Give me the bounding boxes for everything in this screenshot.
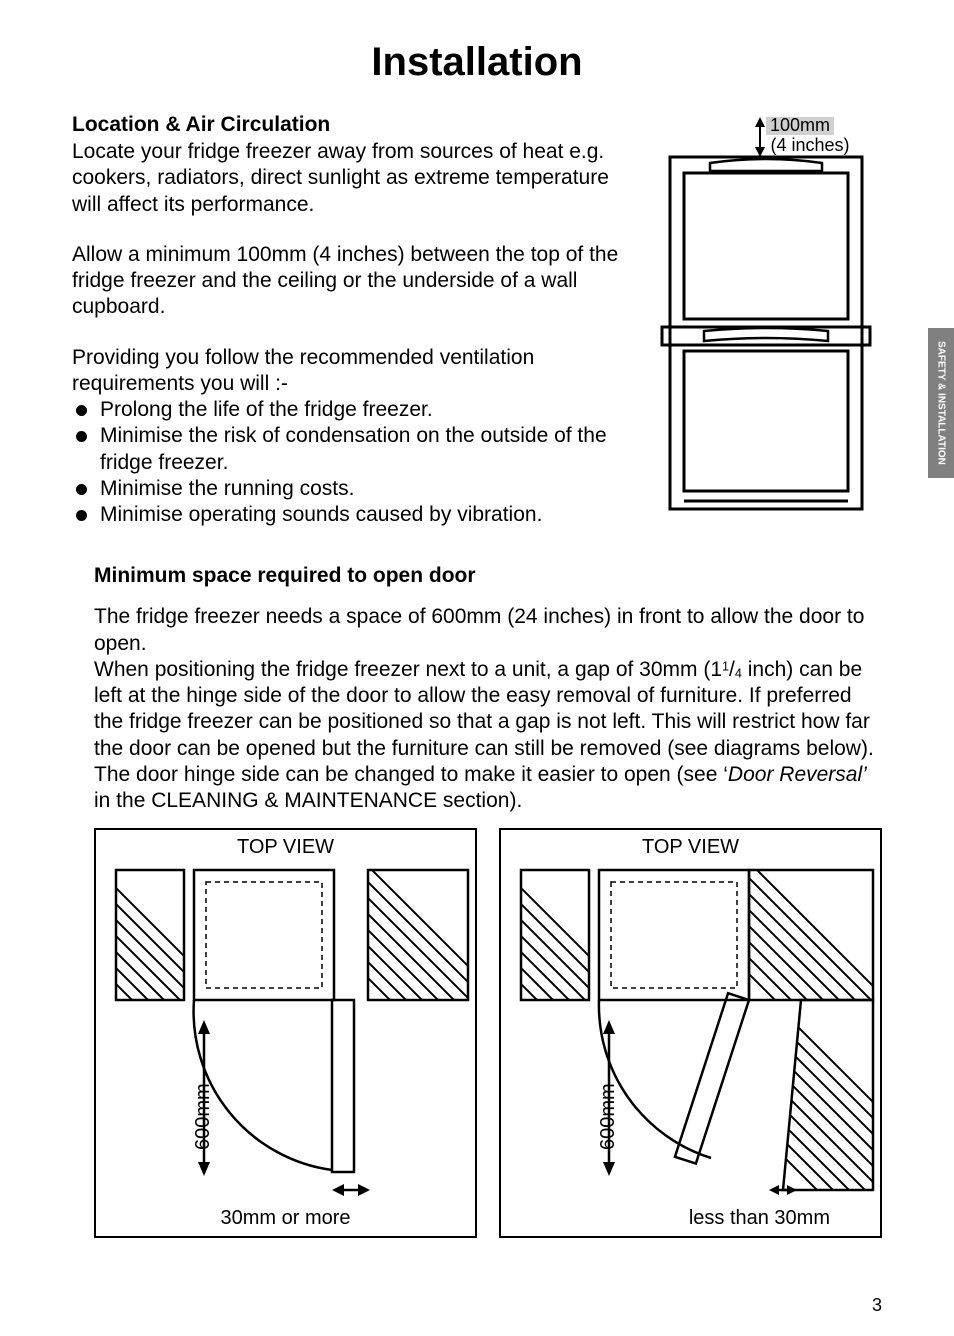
bullet-item: Prolong the life of the fridge freezer. <box>72 397 638 423</box>
gap-label-more: 30mm or more <box>96 1207 475 1230</box>
top-view-diagram-nogap: TOP VIEW <box>499 828 882 1238</box>
location-heading: Location & Air Circulation <box>72 113 638 137</box>
page-number: 3 <box>872 1295 882 1316</box>
door-section: Minimum space required to open door The … <box>72 564 882 1238</box>
depth-label: 600mm <box>597 1084 620 1151</box>
section-tab: SAFETY & INSTALLATION <box>928 328 954 478</box>
location-p2: Allow a minimum 100mm (4 inches) between… <box>72 242 638 321</box>
location-p3: Providing you follow the recommended ven… <box>72 345 638 398</box>
door-heading: Minimum space required to open door <box>94 564 882 588</box>
bullet-item: Minimise operating sounds caused by vibr… <box>72 502 638 528</box>
fridge-clearance-diagram: 100mm (4 inches) <box>650 113 882 518</box>
door-p1: The fridge freezer needs a space of 600m… <box>94 604 882 657</box>
top-view-diagram-gap: TOP VIEW <box>94 828 477 1238</box>
clearance-mm: 100mm <box>770 115 830 135</box>
location-p1: Locate your fridge freezer away from sou… <box>72 139 638 218</box>
depth-label: 600mm <box>192 1084 215 1151</box>
bullet-item: Minimise the risk of condensation on the… <box>72 423 638 476</box>
page-title: Installation <box>72 40 882 85</box>
door-p2: When positioning the fridge freezer next… <box>94 657 882 815</box>
location-section: Location & Air Circulation Locate your f… <box>72 113 882 536</box>
clearance-in: (4 inches) <box>770 135 849 155</box>
gap-label-less: less than 30mm <box>501 1207 880 1230</box>
bullet-item: Minimise the running costs. <box>72 476 638 502</box>
location-bullets: Prolong the life of the fridge freezer. … <box>72 397 638 528</box>
